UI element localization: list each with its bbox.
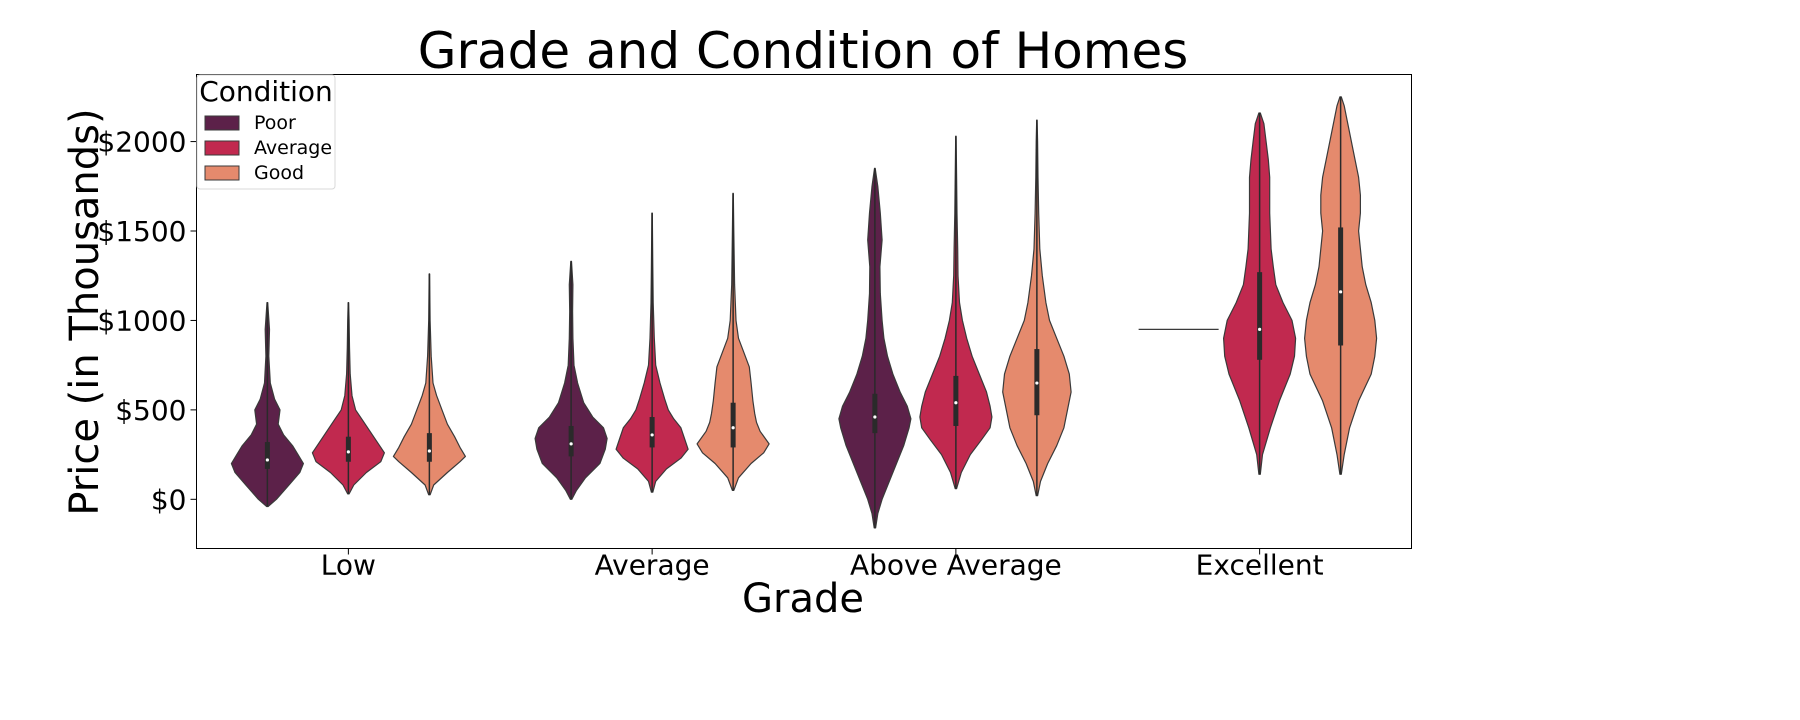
violin-median — [1339, 290, 1343, 294]
violin-median — [569, 442, 573, 446]
x-tick-label: Excellent — [1196, 549, 1324, 582]
x-axis-title: Grade — [742, 576, 864, 622]
legend-label: Poor — [254, 112, 296, 134]
violin-iqr-box — [568, 425, 574, 457]
y-axis: $0 $500 $1000 $1500 $2000 — [97, 126, 197, 516]
legend-label: Good — [254, 162, 304, 184]
violin-iqr-box — [426, 433, 432, 462]
violin-iqr-box — [264, 442, 270, 469]
y-tick-label: $500 — [115, 394, 186, 427]
y-axis-title: Price (in Thousands) — [62, 108, 108, 515]
plot-area — [196, 74, 1412, 549]
chart-title: Grade and Condition of Homes — [418, 22, 1189, 80]
x-tick-label: Above Average — [850, 549, 1062, 582]
violin-iqr-box — [872, 393, 878, 434]
violin-iqr-box — [953, 375, 959, 426]
legend-swatch — [204, 165, 240, 181]
x-tick-label: Low — [321, 549, 376, 582]
violin-median — [954, 401, 958, 405]
violin-iqr-box — [1257, 272, 1263, 360]
legend-title: Condition — [199, 75, 333, 108]
x-axis: Low Average Above Average Excellent — [321, 548, 1324, 582]
violin-median — [1035, 381, 1039, 385]
violin-median — [731, 426, 735, 430]
violin-median — [346, 450, 350, 454]
violin-median — [427, 449, 431, 453]
y-tick-label: $2000 — [97, 126, 186, 159]
y-tick-label: $1000 — [97, 304, 186, 337]
legend-swatch — [204, 115, 240, 131]
legend: Condition Poor Average Good — [196, 74, 336, 190]
violin-iqr-box — [1338, 227, 1344, 346]
violin-median — [265, 458, 269, 462]
violin-median — [650, 433, 654, 437]
legend-swatch — [204, 140, 240, 156]
violin-median — [1258, 327, 1262, 331]
x-tick-label: Average — [595, 549, 710, 582]
legend-box — [196, 74, 336, 190]
y-tick-label: $0 — [151, 483, 187, 516]
violin-iqr-box — [345, 436, 351, 462]
violin-median — [873, 415, 877, 419]
violin-iqr-box — [730, 402, 736, 448]
violin-iqr-box — [649, 417, 655, 448]
y-tick-label: $1500 — [97, 215, 186, 248]
legend-label: Average — [254, 137, 332, 159]
violins — [230, 96, 1378, 529]
